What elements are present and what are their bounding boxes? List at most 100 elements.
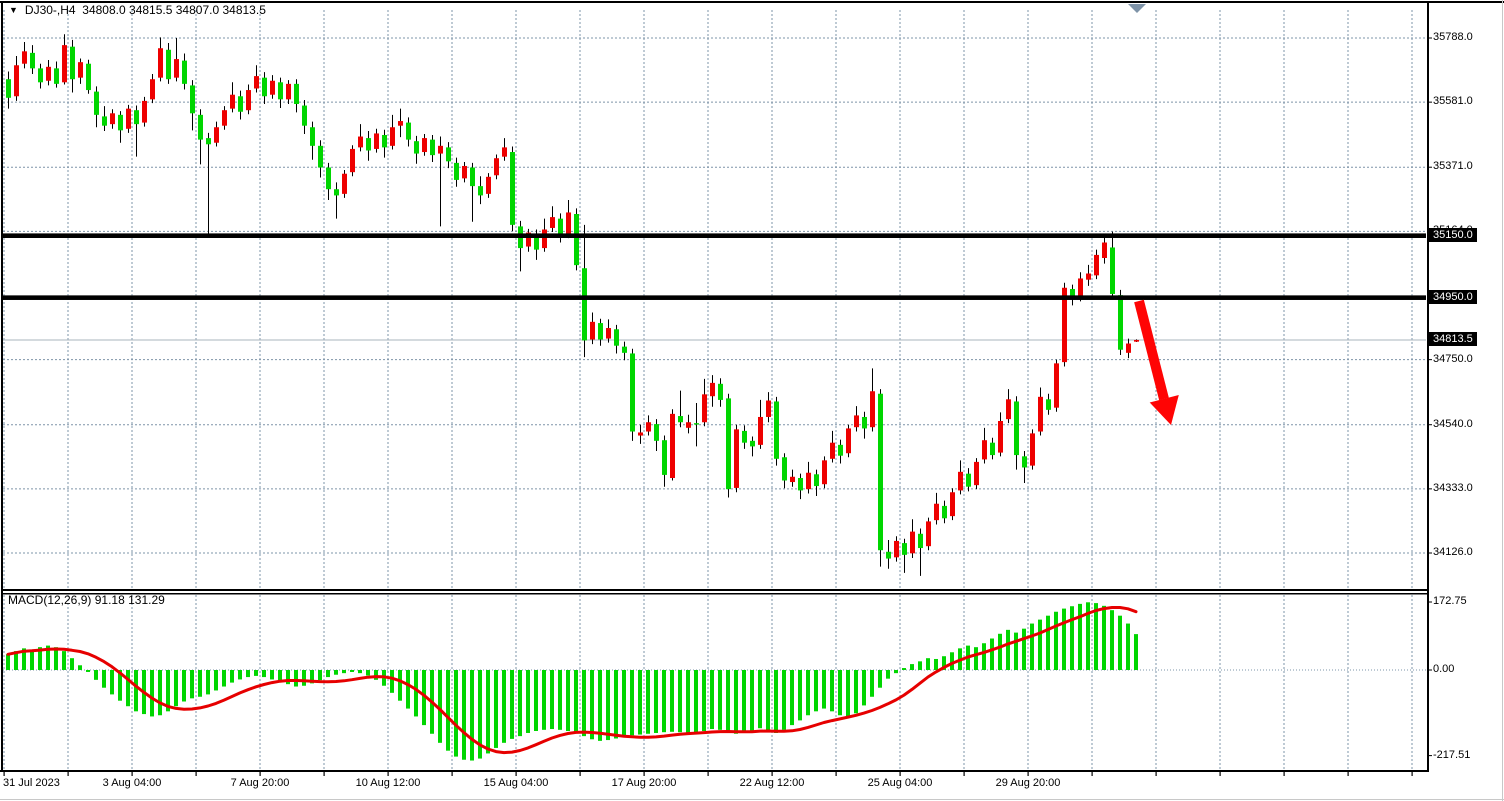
macd-bar (918, 661, 922, 670)
macd-bar (726, 670, 730, 733)
time-axis-label: 25 Aug 04:00 (867, 777, 933, 789)
candle-body (558, 218, 563, 236)
candle-body (86, 63, 91, 91)
candle-body (814, 474, 819, 487)
candle-body (478, 186, 483, 196)
macd-bar (206, 670, 210, 695)
candle-body (382, 134, 387, 148)
macd-bar (870, 670, 874, 697)
macd-value: 91.18 (94, 593, 125, 607)
candle-body (182, 60, 187, 84)
candle-body (398, 121, 403, 126)
time-axis-label: 3 Aug 04:00 (102, 777, 162, 789)
candle-body (6, 79, 11, 98)
macd-bar (1086, 602, 1090, 670)
horizontal-level-line[interactable] (3, 233, 1426, 238)
annotation-arrow-head (1149, 395, 1179, 425)
price-tick-mark (1427, 552, 1432, 554)
macd-bar (622, 670, 626, 737)
time-tick-mark (131, 771, 133, 776)
candle-body (1102, 242, 1107, 259)
macd-bar (718, 670, 722, 730)
macd-bar (566, 670, 570, 732)
macd-bar (558, 670, 562, 730)
macd-bar (846, 670, 850, 718)
macd-bar (694, 670, 698, 733)
macd-bar (686, 670, 690, 733)
candle-body (902, 543, 907, 555)
macd-bar (478, 670, 482, 759)
macd-bar (14, 651, 18, 670)
left-border (1, 1, 3, 771)
macd-signal-value: 131.29 (128, 593, 165, 607)
candle-body (694, 423, 699, 425)
candle-body (1118, 295, 1123, 350)
candle-body (838, 444, 843, 456)
macd-bar (654, 670, 658, 733)
macd-bar (374, 670, 378, 680)
ohlc-close: 34813.5 (222, 3, 266, 17)
time-tick-mark (1155, 771, 1157, 776)
candle-body (102, 116, 107, 126)
macd-bar (78, 665, 82, 670)
candle-body (958, 471, 963, 491)
macd-bar (838, 670, 842, 716)
time-axis-label: 7 Aug 20:00 (230, 777, 290, 789)
macd-bar (1054, 611, 1058, 670)
candle-body (70, 46, 75, 80)
macd-bar (486, 670, 490, 754)
macd-signal-line (6, 606, 1138, 755)
candle-body (342, 173, 347, 194)
candle-body (38, 68, 43, 83)
candle-body (966, 473, 971, 487)
time-tick-mark (515, 771, 517, 776)
candle-body (318, 145, 323, 168)
macd-bar (166, 670, 170, 712)
price-tick-mark (1427, 424, 1432, 426)
macd-axis-label: 172.75 (1433, 595, 1467, 607)
horizontal-level-line[interactable] (3, 295, 1426, 300)
candle-body (430, 139, 435, 156)
macd-bar (670, 670, 674, 732)
price-axis-label: 34333.0 (1433, 481, 1473, 494)
time-tick-mark (1411, 771, 1413, 776)
candle-body (846, 428, 851, 454)
macd-bar (742, 670, 746, 733)
time-tick-mark (771, 771, 773, 776)
candle-body (582, 268, 587, 341)
time-tick-mark (579, 771, 581, 776)
macd-bar (150, 670, 154, 717)
pane-separator-top[interactable] (1, 589, 1429, 591)
time-tick-mark (1219, 771, 1221, 776)
macd-bar (702, 670, 706, 732)
macd-bar (470, 670, 474, 761)
candle-body (574, 214, 579, 266)
macd-bar (414, 670, 418, 717)
macd-bar (310, 670, 314, 684)
macd-bar (358, 670, 362, 674)
candle-body (326, 167, 331, 190)
macd-bar (462, 670, 466, 760)
candle-body (214, 127, 219, 143)
candle-body (710, 382, 715, 397)
symbol-timeframe-label: DJ30-,H4 (24, 3, 76, 17)
macd-bar (950, 652, 954, 670)
scroll-position-marker-icon[interactable] (1128, 4, 1146, 13)
candle-body (910, 531, 915, 554)
symbol-dropdown-icon[interactable]: ▼ (9, 5, 18, 15)
macd-bar (1022, 628, 1026, 670)
macd-axis-label: -217.51 (1433, 748, 1471, 761)
macd-bar (1046, 615, 1050, 670)
candle-body (990, 442, 995, 456)
candle-body (598, 323, 603, 340)
candle-body (1014, 401, 1019, 456)
candle-body (646, 422, 651, 432)
macd-bar (614, 670, 618, 739)
price-tick-mark (1427, 359, 1432, 361)
candle-body (446, 147, 451, 162)
macd-bar (1118, 615, 1122, 670)
candle-body (614, 329, 619, 346)
macd-axis-label: 0.00 (1433, 663, 1455, 675)
macd-bar (454, 670, 458, 757)
